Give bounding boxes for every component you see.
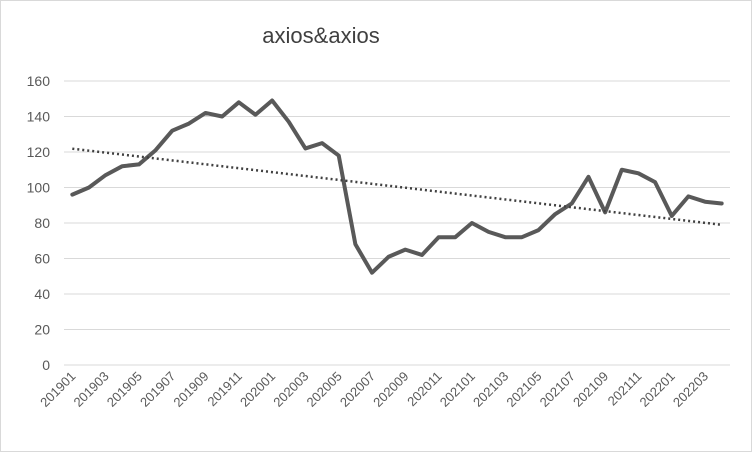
- x-tick-label: 201907: [137, 369, 178, 410]
- x-tick-label: 201911: [204, 369, 245, 410]
- x-axis-ticks: 2019012019032019052019072019092019112020…: [37, 369, 711, 410]
- data-point: [521, 236, 523, 238]
- y-tick-label: 40: [34, 286, 50, 302]
- x-tick-label: 202203: [670, 369, 711, 410]
- data-point: [721, 202, 723, 204]
- data-point: [171, 130, 173, 132]
- data-point: [388, 256, 390, 258]
- data-point: [637, 172, 639, 174]
- data-point: [704, 201, 706, 203]
- y-tick-label: 120: [27, 144, 51, 160]
- data-point: [571, 202, 573, 204]
- data-point: [188, 123, 190, 125]
- data-point: [288, 121, 290, 123]
- data-point: [421, 254, 423, 256]
- x-tick-label: 202103: [470, 369, 511, 410]
- data-point: [88, 187, 90, 188]
- x-tick-label: 201901: [37, 369, 78, 410]
- y-tick-label: 160: [27, 73, 51, 89]
- chart-title: axios&axios: [262, 23, 380, 48]
- data-point: [404, 249, 406, 251]
- data-point: [338, 155, 340, 157]
- data-point: [504, 236, 506, 238]
- x-tick-label: 202005: [304, 369, 345, 410]
- data-point: [488, 231, 490, 233]
- y-tick-label: 20: [34, 322, 50, 338]
- x-tick-label: 201905: [104, 369, 145, 410]
- data-point: [621, 169, 623, 171]
- data-point: [687, 195, 689, 197]
- x-tick-label: 202107: [537, 369, 578, 410]
- data-point: [554, 213, 556, 215]
- x-tick-label: 202109: [570, 369, 611, 410]
- x-tick-label: 202001: [237, 369, 278, 410]
- y-tick-label: 100: [27, 180, 51, 196]
- data-point: [321, 142, 323, 144]
- x-tick-label: 202009: [370, 369, 411, 410]
- x-tick-label: 202105: [503, 369, 544, 410]
- data-point: [121, 165, 123, 167]
- gridlines: [64, 80, 730, 366]
- data-point: [105, 174, 107, 176]
- series-line: [70, 98, 724, 275]
- trendline: [72, 147, 722, 227]
- trendline-layer: [72, 147, 722, 227]
- data-point: [138, 163, 140, 165]
- data-point: [238, 101, 240, 103]
- data-point: [371, 272, 373, 274]
- data-point: [354, 243, 356, 245]
- data-point: [205, 112, 207, 114]
- x-tick-label: 202011: [404, 369, 445, 410]
- x-tick-label: 201909: [170, 369, 211, 410]
- x-tick-label: 202201: [637, 369, 678, 410]
- x-tick-label: 202007: [337, 369, 378, 410]
- data-point: [221, 116, 223, 117]
- data-point: [155, 149, 157, 151]
- y-axis-ticks: 0 20 40 60 80 100 120 140 160: [27, 73, 51, 373]
- y-tick-label: 60: [34, 251, 50, 267]
- data-point: [71, 194, 73, 196]
- data-point: [438, 236, 440, 238]
- data-point: [254, 114, 256, 116]
- data-point: [654, 181, 656, 183]
- x-tick-label: 202003: [270, 369, 311, 410]
- data-point: [471, 222, 473, 224]
- x-tick-label: 202101: [437, 369, 478, 410]
- data-point: [587, 176, 589, 178]
- y-tick-label: 140: [27, 109, 51, 125]
- data-point: [454, 236, 456, 238]
- y-tick-label: 0: [42, 357, 50, 373]
- data-point: [538, 229, 540, 231]
- x-tick-label: 201903: [70, 369, 111, 410]
- data-point: [271, 100, 273, 102]
- y-tick-label: 80: [34, 215, 50, 231]
- data-point: [304, 147, 306, 149]
- data-point: [671, 215, 673, 217]
- series-layer: [70, 98, 724, 275]
